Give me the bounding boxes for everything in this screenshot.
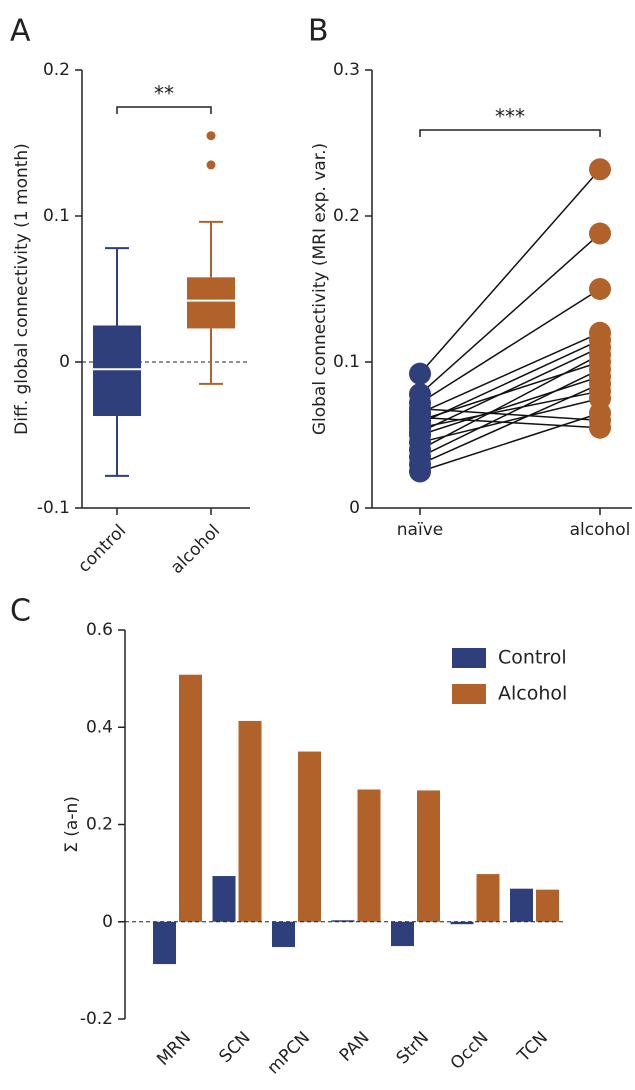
y-tick-label: 0.6 [86, 620, 113, 640]
x-tick-label: StrN [393, 1028, 433, 1068]
pair-line [419, 346, 601, 433]
box [93, 325, 141, 417]
x-tick-label: alcohol [167, 521, 224, 578]
y-tick-label: -0.2 [80, 1009, 113, 1029]
y-axis-label: Σ (a-n) [62, 796, 82, 853]
pair-line [419, 288, 601, 404]
point [589, 158, 611, 181]
x-tick-label: control [74, 521, 130, 577]
y-tick-label: 0.2 [333, 206, 360, 226]
panel-label: A [10, 14, 31, 49]
y-tick-label: 0.1 [333, 352, 360, 372]
point [589, 402, 611, 425]
pair-line [419, 354, 601, 451]
x-tick-label: alcohol [570, 520, 631, 540]
significance-bracket [419, 129, 601, 137]
bar [238, 720, 262, 922]
point [589, 278, 611, 300]
legend-label: Control [498, 647, 567, 669]
y-tick-label: 0 [349, 498, 360, 518]
pair-line [419, 412, 601, 473]
bar [153, 921, 176, 965]
x-tick-label: PAN [336, 1028, 374, 1066]
box [187, 277, 235, 329]
point [589, 222, 611, 245]
y-tick-label: 0 [59, 352, 70, 372]
significance-label: ** [154, 82, 174, 106]
flier [206, 131, 216, 141]
pair-line [419, 368, 601, 458]
y-tick-label: 0.2 [86, 815, 113, 835]
y-tick-label: 0.3 [333, 60, 360, 80]
bar [272, 921, 295, 948]
point [409, 362, 431, 385]
legend-label: Alcohol [498, 683, 567, 705]
flier [206, 160, 216, 170]
pair-line [419, 416, 601, 429]
bar [391, 921, 414, 947]
bar [298, 751, 321, 922]
legend-swatch [452, 684, 486, 704]
pair-line [419, 383, 601, 465]
x-tick-label: OccN [447, 1028, 493, 1074]
bar [212, 876, 236, 922]
bar [510, 888, 533, 922]
bar [331, 920, 355, 922]
legend-swatch [452, 648, 486, 668]
pair-line [419, 397, 601, 444]
significance-bracket [116, 106, 212, 114]
significance-label: *** [495, 105, 525, 129]
x-tick-label: TCN [513, 1028, 552, 1067]
y-tick-label: -0.1 [37, 498, 70, 518]
x-tick-label: mPCN [264, 1028, 314, 1078]
y-tick-label: 0.2 [43, 60, 70, 80]
bar [417, 790, 440, 922]
y-axis-label: Global connectivity (MRI exp. var.) [310, 143, 330, 435]
pair-line [419, 168, 601, 375]
pair-line [419, 361, 601, 422]
pair-line [419, 339, 601, 425]
y-axis-label: Diff. global connectivity (1 month) [12, 143, 32, 435]
bar [476, 874, 500, 922]
pair-line [419, 332, 601, 414]
panel-label: B [308, 14, 329, 49]
bar [450, 921, 474, 925]
x-tick-label: SCN [215, 1028, 254, 1067]
x-tick-label: MRN [153, 1028, 195, 1070]
y-tick-label: 0.4 [86, 717, 113, 737]
point [589, 372, 611, 395]
bar [536, 889, 559, 922]
x-tick-label: naïve [397, 520, 443, 540]
panel-label: C [10, 594, 31, 629]
bar [179, 674, 202, 922]
y-tick-label: 0 [102, 912, 113, 932]
point [409, 460, 431, 483]
pair-line [419, 232, 601, 395]
y-tick-label: 0.1 [43, 206, 70, 226]
pair-line [419, 375, 601, 436]
bar [357, 789, 381, 922]
